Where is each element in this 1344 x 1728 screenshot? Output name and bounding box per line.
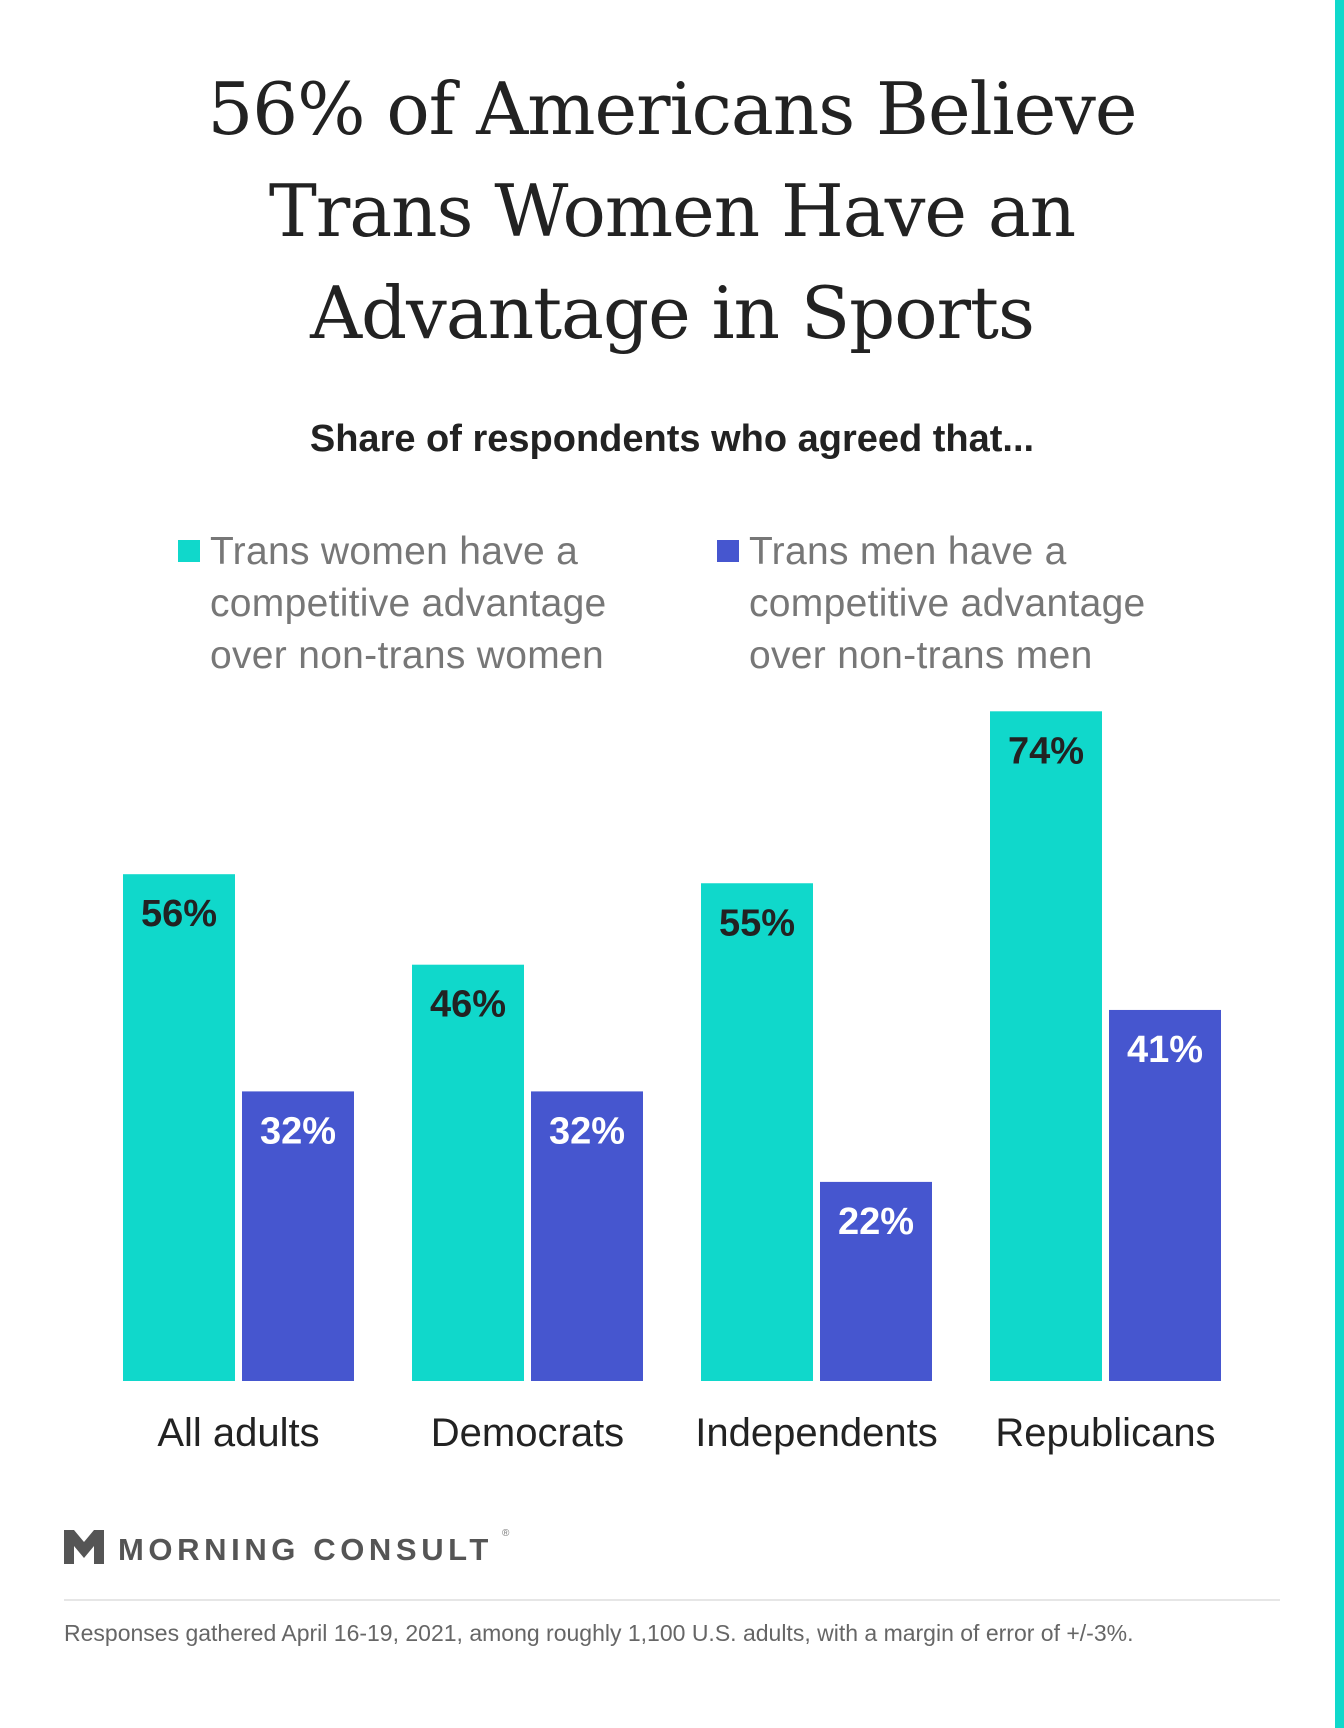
- title-line: 56% of Americans Believe: [207, 67, 1137, 151]
- legend-label: Trans women have a competitive advantage…: [210, 526, 660, 682]
- legend-label-line: over non-trans men: [749, 634, 1093, 677]
- brand-logo: MORNING CONSULT ®: [64, 1528, 509, 1570]
- legend-swatch-blue: [717, 540, 739, 562]
- legend-swatch-teal: [178, 540, 200, 562]
- registered-mark: ®: [502, 1528, 510, 1539]
- legend-label-line: competitive advantage: [749, 582, 1146, 625]
- bar-all-adults-series-1: [123, 874, 235, 1381]
- bar-republicans-series-2: [1109, 1009, 1221, 1381]
- bar-value-label: 46%: [430, 984, 506, 1026]
- bar-republicans-series-1: [990, 711, 1102, 1381]
- bar-democrats-series-1: [412, 964, 524, 1381]
- category-label: Independents: [695, 1411, 937, 1455]
- brand-name: MORNING CONSULT: [118, 1532, 493, 1567]
- legend-label: Trans men have a competitive advantage o…: [749, 526, 1199, 682]
- bar-value-label: 32%: [549, 1110, 625, 1152]
- legend-label-line: Trans men have a: [749, 530, 1067, 573]
- bar-independents-series-1: [701, 883, 813, 1381]
- edge-accent-stripe: [1335, 0, 1344, 1728]
- title-line: Advantage in Sports: [310, 271, 1035, 355]
- legend-label-line: competitive advantage: [210, 582, 607, 625]
- bar-value-label: 22%: [838, 1201, 914, 1243]
- bar-democrats-series-2: [531, 1091, 643, 1381]
- title-line: Trans Women Have an: [268, 169, 1076, 253]
- bar-chart: 56% 32% All adults 46% 32% Democrats 55% 22% Ind…: [123, 711, 1221, 1455]
- chart-title: 56% of Americans Believe Trans Women Hav…: [0, 58, 1344, 364]
- bar-value-label: 55%: [719, 902, 795, 944]
- category-label: Republicans: [995, 1411, 1215, 1455]
- bar-independents-series-2: [820, 1181, 932, 1381]
- bar-value-label: 74%: [1008, 730, 1084, 772]
- legend-label-line: over non-trans women: [210, 634, 605, 677]
- legend-label-line: Trans women have a: [210, 530, 579, 573]
- bar-value-label: 56%: [141, 893, 217, 935]
- footer-divider: [64, 1599, 1280, 1601]
- bar-value-label: 32%: [260, 1110, 336, 1152]
- category-label: All adults: [157, 1411, 319, 1455]
- chart-subtitle: Share of respondents who agreed that...: [309, 418, 1035, 460]
- category-label: Democrats: [431, 1411, 624, 1455]
- bar-value-label: 41%: [1127, 1029, 1203, 1071]
- footnote: Responses gathered April 16-19, 2021, am…: [64, 1620, 1134, 1646]
- chevron-m-logo-icon: [64, 1530, 104, 1564]
- bar-all-adults-series-2: [242, 1091, 354, 1381]
